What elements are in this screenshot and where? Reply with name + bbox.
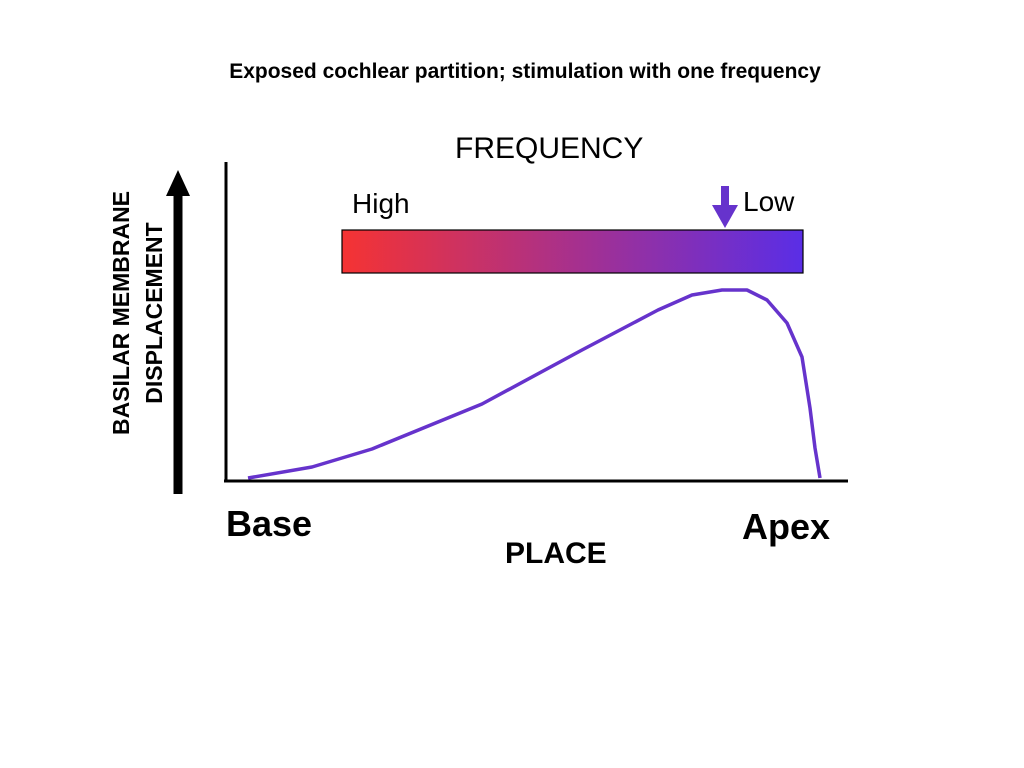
frequency-title: FREQUENCY xyxy=(455,132,644,165)
y-axis-label: BASILAR MEMBRANE DISPLACEMENT xyxy=(105,153,171,473)
y-axis-label-line2: DISPLACEMENT xyxy=(141,222,167,404)
displacement-curve xyxy=(247,288,822,480)
low-frequency-label: Low xyxy=(743,186,795,217)
y-arrow-head xyxy=(166,170,190,196)
y-axis-label-line1: BASILAR MEMBRANE xyxy=(108,190,134,436)
base-label: Base xyxy=(226,503,313,544)
stimulation-marker-arrow xyxy=(712,186,738,228)
slide-title: Exposed cochlear partition; stimulation … xyxy=(229,60,821,83)
apex-label: Apex xyxy=(742,506,831,547)
frequency-gradient-bar xyxy=(341,229,804,274)
x-axis-label: PLACE xyxy=(505,537,607,570)
high-frequency-label: High xyxy=(352,188,410,219)
